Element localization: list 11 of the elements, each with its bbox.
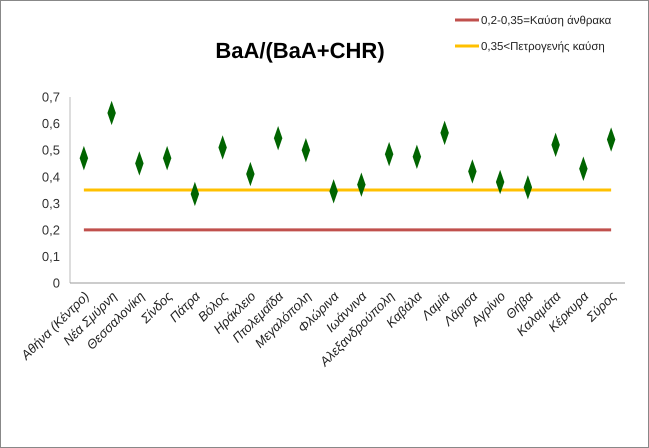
y-tick-label: 0 [52, 276, 60, 291]
y-tick-label: 0,1 [42, 248, 60, 264]
y-tick-label: 0,6 [42, 116, 60, 132]
y-tick-label: 0,7 [42, 90, 60, 105]
chart-title: BaA/(BaA+CHR) [215, 38, 385, 63]
y-tick-label: 0,2 [42, 222, 60, 238]
legend-label: 0,2-0,35=Καύση άνθρακα [481, 15, 612, 28]
y-tick-label: 0,5 [42, 142, 60, 158]
legend-label: 0,35<Πετρογενής καύση [481, 41, 605, 54]
y-tick-label: 0,3 [42, 196, 60, 211]
y-tick-label: 0,4 [42, 169, 60, 184]
